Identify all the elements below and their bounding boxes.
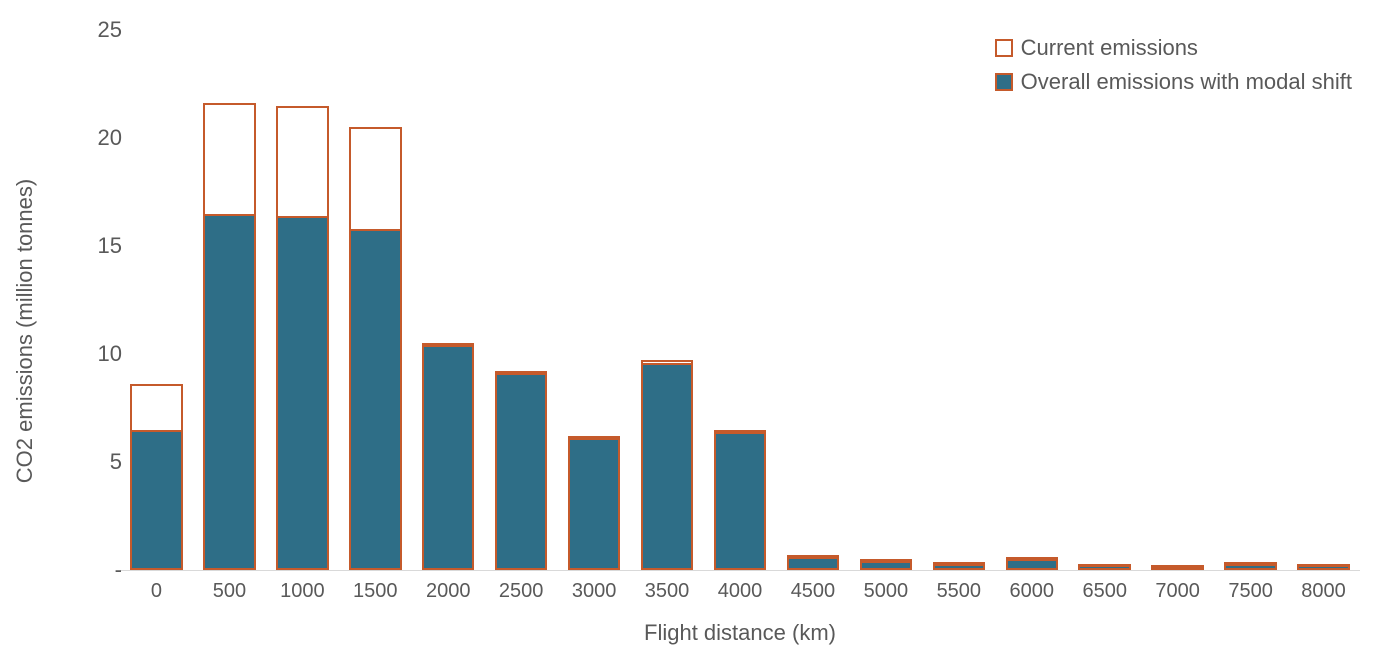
x-tick-label: 7000 <box>1155 580 1200 603</box>
y-axis-label: CO2 emissions (million tonnes) <box>12 179 38 483</box>
bar-modal-shift-emissions <box>714 432 767 570</box>
x-axis-label: Flight distance (km) <box>644 620 836 646</box>
bar-modal-shift-emissions <box>1078 565 1131 570</box>
y-tick-label: 10 <box>98 341 122 367</box>
emissions-bar-chart: CO2 emissions (million tonnes) Flight di… <box>20 20 1372 642</box>
legend-swatch-filled <box>995 73 1013 91</box>
x-tick-label: 7500 <box>1228 580 1273 603</box>
x-tick-label: 1000 <box>280 580 325 603</box>
y-tick-label: 5 <box>110 449 122 475</box>
x-tick-label: 3000 <box>572 580 617 603</box>
x-tick-label: 0 <box>151 580 162 603</box>
legend-item-modal-shift: Overall emissions with modal shift <box>995 69 1352 95</box>
y-tick-label: - <box>115 557 122 583</box>
bar-modal-shift-emissions <box>203 214 256 570</box>
x-tick-label: 6500 <box>1082 580 1127 603</box>
x-axis-line <box>120 570 1360 571</box>
bar-modal-shift-emissions <box>349 229 402 570</box>
bar-modal-shift-emissions <box>130 430 183 570</box>
bar-modal-shift-emissions <box>787 557 840 570</box>
bar-modal-shift-emissions <box>1297 565 1350 570</box>
bar-modal-shift-emissions <box>1006 559 1059 570</box>
bar-modal-shift-emissions <box>1224 564 1277 570</box>
x-tick-label: 1500 <box>353 580 398 603</box>
x-tick-label: 2500 <box>499 580 544 603</box>
bar-modal-shift-emissions <box>860 561 913 570</box>
plot-area <box>120 30 1360 570</box>
x-tick-label: 5500 <box>937 580 982 603</box>
legend-swatch-outline <box>995 39 1013 57</box>
legend: Current emissions Overall emissions with… <box>995 35 1352 103</box>
x-tick-label: 3500 <box>645 580 690 603</box>
bar-modal-shift-emissions <box>422 345 475 570</box>
bar-modal-shift-emissions <box>568 438 621 570</box>
legend-item-current: Current emissions <box>995 35 1352 61</box>
x-tick-label: 8000 <box>1301 580 1346 603</box>
x-tick-label: 4500 <box>791 580 836 603</box>
y-tick-label: 25 <box>98 17 122 43</box>
x-tick-label: 4000 <box>718 580 763 603</box>
y-tick-label: 20 <box>98 125 122 151</box>
y-tick-label: 15 <box>98 233 122 259</box>
bar-modal-shift-emissions <box>1151 566 1204 570</box>
bar-modal-shift-emissions <box>495 373 548 570</box>
x-tick-label: 6000 <box>1010 580 1055 603</box>
bar-modal-shift-emissions <box>933 564 986 570</box>
legend-label: Current emissions <box>1021 35 1198 61</box>
legend-label: Overall emissions with modal shift <box>1021 69 1352 95</box>
x-tick-label: 500 <box>213 580 246 603</box>
bar-modal-shift-emissions <box>641 363 694 570</box>
x-tick-label: 5000 <box>864 580 909 603</box>
x-tick-label: 2000 <box>426 580 471 603</box>
bar-modal-shift-emissions <box>276 216 329 570</box>
